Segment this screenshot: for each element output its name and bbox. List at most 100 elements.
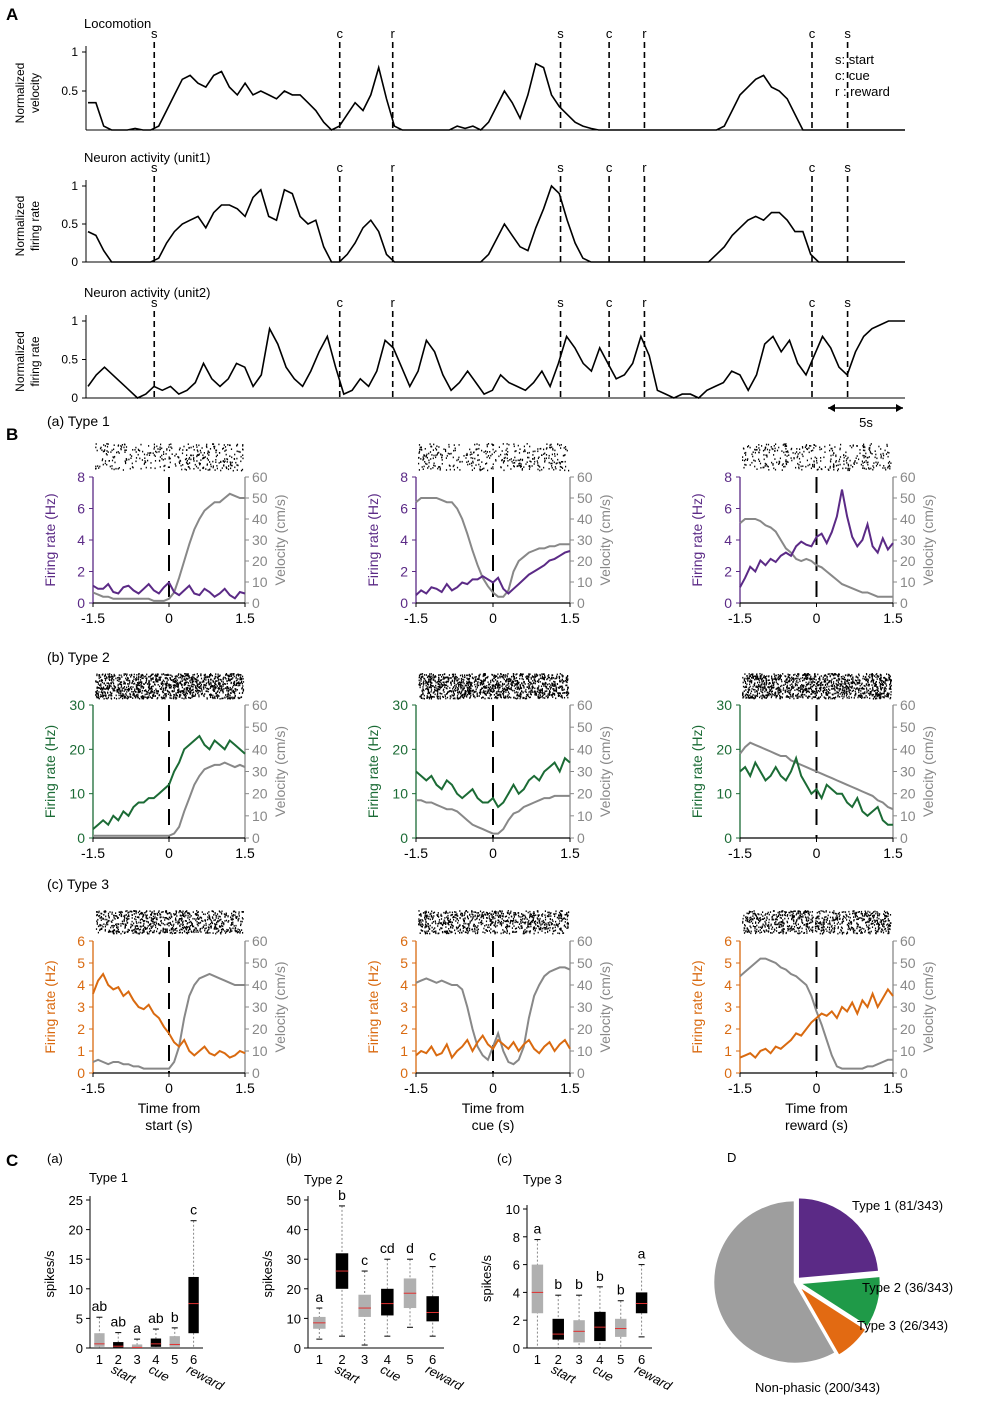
- raster-tick: [142, 685, 144, 688]
- raster-tick: [128, 458, 130, 461]
- raster-tick: [196, 688, 198, 690]
- raster-tick: [160, 682, 162, 685]
- raster-tick: [774, 674, 776, 677]
- raster-tick: [855, 688, 857, 690]
- raster-tick: [830, 673, 832, 675]
- right-tick-label: 10: [577, 574, 593, 590]
- raster-tick: [837, 678, 840, 680]
- raster-tick: [185, 689, 187, 691]
- raster-tick: [111, 449, 113, 452]
- raster-tick: [492, 448, 494, 451]
- raster-tick: [797, 697, 799, 699]
- raster-tick: [552, 685, 555, 687]
- raster-tick: [167, 690, 169, 693]
- raster-tick: [234, 684, 236, 687]
- event-label: c: [606, 26, 613, 41]
- raster-tick: [557, 443, 559, 446]
- raster-tick: [532, 458, 534, 460]
- raster-tick: [511, 460, 513, 463]
- raster-tick: [746, 683, 748, 686]
- raster-tick: [549, 690, 551, 692]
- raster-tick: [177, 921, 179, 924]
- raster-tick: [152, 685, 154, 688]
- raster-tick: [482, 675, 484, 678]
- left-tick-label: 20: [392, 741, 408, 757]
- raster-tick: [833, 692, 835, 695]
- raster-tick: [506, 453, 508, 455]
- raster-tick: [430, 687, 432, 689]
- raster-tick: [817, 673, 819, 676]
- raster-tick: [890, 681, 892, 683]
- raster-tick: [879, 678, 881, 680]
- raster-tick: [209, 469, 211, 471]
- raster-tick: [751, 453, 753, 456]
- raster-tick: [809, 674, 811, 676]
- raster-tick: [491, 453, 493, 456]
- raster-tick: [537, 681, 539, 683]
- raster-tick: [106, 445, 109, 448]
- raster-tick: [183, 687, 185, 690]
- raster-tick: [560, 447, 562, 449]
- raster-tick: [860, 695, 862, 697]
- raster-tick: [796, 448, 798, 450]
- raster-tick: [439, 697, 441, 700]
- raster-tick: [198, 453, 200, 456]
- raster-tick: [232, 673, 234, 675]
- raster-tick: [164, 458, 166, 460]
- raster-tick: [785, 462, 787, 465]
- raster-tick: [232, 677, 234, 679]
- raster-tick: [864, 692, 866, 695]
- raster-tick: [131, 682, 133, 685]
- right-tick-label: 10: [577, 808, 593, 824]
- raster-tick: [835, 454, 837, 457]
- raster-tick: [875, 684, 877, 686]
- raster-tick: [756, 695, 758, 697]
- raster-tick: [542, 673, 545, 675]
- raster-tick: [172, 697, 174, 700]
- raster-tick: [481, 468, 484, 470]
- raster-tick: [564, 446, 567, 448]
- raster-tick: [465, 690, 467, 693]
- raster-tick: [876, 686, 878, 689]
- raster-tick: [166, 449, 168, 451]
- raster-tick: [513, 443, 515, 445]
- raster-tick: [430, 677, 432, 680]
- raster-tick: [791, 676, 793, 679]
- raster-tick: [562, 686, 564, 689]
- raster-tick: [177, 691, 180, 694]
- raster-tick: [192, 675, 194, 678]
- raster-tick: [155, 679, 157, 681]
- raster-tick: [126, 459, 128, 461]
- raster-tick: [138, 691, 140, 694]
- raster-tick: [785, 696, 787, 698]
- raster-tick: [153, 923, 155, 926]
- raster-tick: [106, 443, 108, 445]
- raster-tick: [477, 678, 479, 680]
- raster-tick: [849, 459, 851, 462]
- raster-tick: [796, 695, 798, 698]
- raster-tick: [201, 447, 203, 449]
- raster-tick: [828, 688, 830, 690]
- raster-tick: [234, 692, 236, 695]
- raster-tick: [447, 691, 449, 694]
- raster-tick: [117, 451, 119, 453]
- raster-tick: [515, 450, 517, 452]
- raster-tick: [204, 456, 206, 458]
- raster-tick: [790, 689, 792, 692]
- raster-tick: [145, 916, 147, 919]
- legend-entry: c: cue: [835, 68, 870, 83]
- raster-tick: [163, 696, 165, 699]
- raster-tick: [129, 687, 131, 689]
- raster-tick: [172, 690, 174, 693]
- raster-tick: [120, 696, 122, 699]
- raster-tick: [435, 684, 437, 687]
- raster-tick: [466, 696, 468, 698]
- raster-tick: [557, 695, 560, 697]
- raster-tick: [845, 451, 847, 454]
- raster-tick: [472, 457, 474, 460]
- raster-tick: [880, 694, 882, 696]
- raster-tick: [224, 683, 226, 685]
- raster-tick: [492, 467, 494, 470]
- raster-tick: [451, 694, 453, 696]
- raster-tick: [191, 692, 193, 694]
